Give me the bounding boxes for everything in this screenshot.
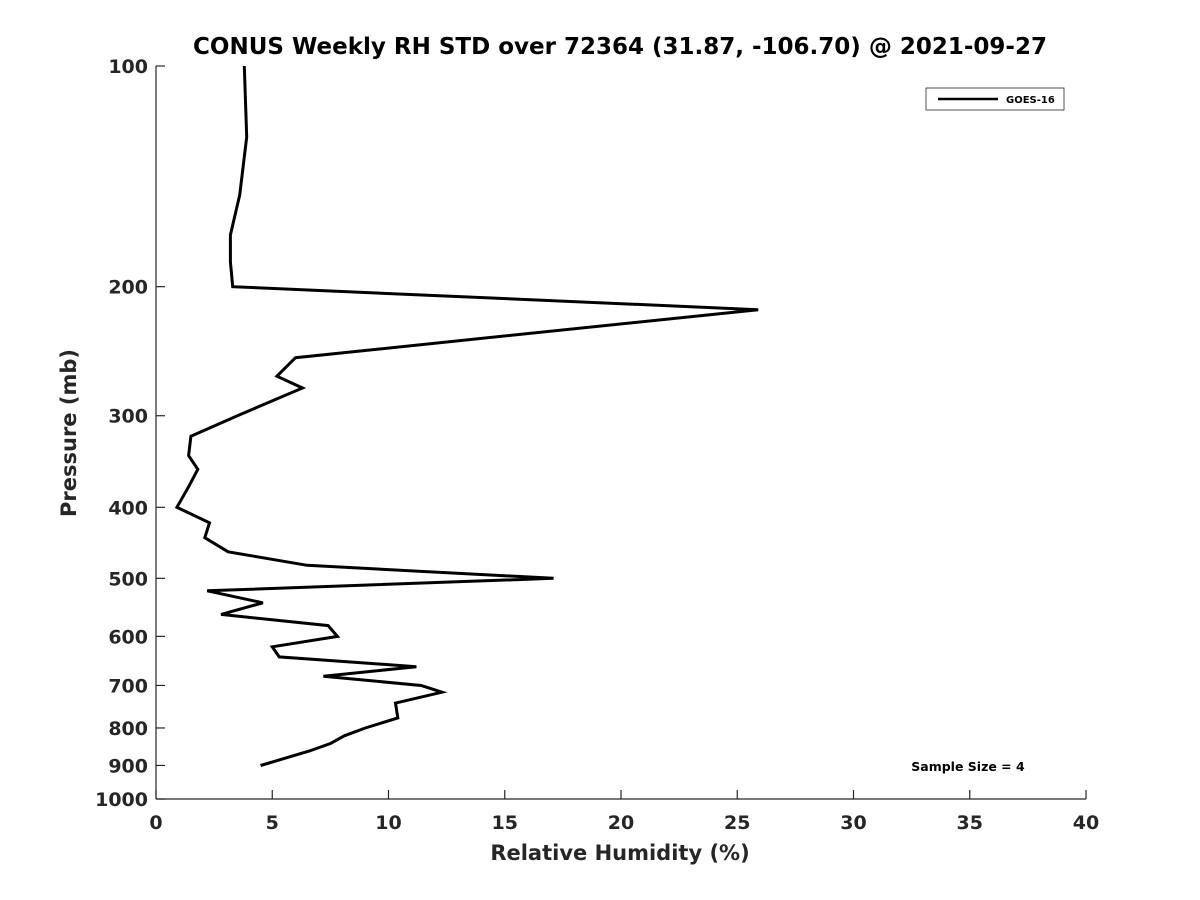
y-tick-label: 800 bbox=[108, 718, 148, 740]
y-tick-label: 700 bbox=[108, 675, 148, 697]
y-tick-label: 500 bbox=[108, 568, 148, 590]
y-tick-label: 200 bbox=[108, 277, 148, 299]
x-tick-label: 40 bbox=[1073, 812, 1099, 834]
legend-entry-goes-16: GOES-16 bbox=[1006, 95, 1055, 106]
y-axis-ticks: 100 200 300 400 500 600 700 800 900 1000 bbox=[95, 56, 165, 811]
series-line-goes-16 bbox=[174, 65, 759, 767]
plot-area bbox=[156, 66, 1086, 799]
x-tick-label: 15 bbox=[492, 812, 518, 834]
x-axis-label: Relative Humidity (%) bbox=[490, 841, 749, 865]
y-tick-label: 900 bbox=[108, 755, 148, 777]
x-tick-label: 25 bbox=[724, 812, 750, 834]
y-tick-label: 600 bbox=[108, 626, 148, 648]
x-tick-label: 5 bbox=[266, 812, 279, 834]
y-tick-label: 1000 bbox=[95, 789, 148, 811]
y-axis-label: Pressure (mb) bbox=[57, 349, 81, 517]
x-tick-label: 10 bbox=[375, 812, 401, 834]
x-tick-label: 20 bbox=[608, 812, 634, 834]
chart-title: CONUS Weekly RH STD over 72364 (31.87, -… bbox=[193, 34, 1047, 60]
x-axis-ticks: 0 5 10 15 20 25 30 35 40 bbox=[149, 790, 1099, 834]
y-tick-label: 100 bbox=[108, 56, 148, 78]
series-lines bbox=[174, 65, 759, 767]
x-tick-label: 30 bbox=[840, 812, 866, 834]
y-tick-label: 300 bbox=[108, 406, 148, 428]
sample-size-annotation: Sample Size = 4 bbox=[911, 759, 1025, 774]
x-tick-label: 0 bbox=[149, 812, 162, 834]
legend: GOES-16 bbox=[925, 87, 1065, 111]
x-tick-label: 35 bbox=[957, 812, 983, 834]
y-tick-label: 400 bbox=[108, 497, 148, 519]
